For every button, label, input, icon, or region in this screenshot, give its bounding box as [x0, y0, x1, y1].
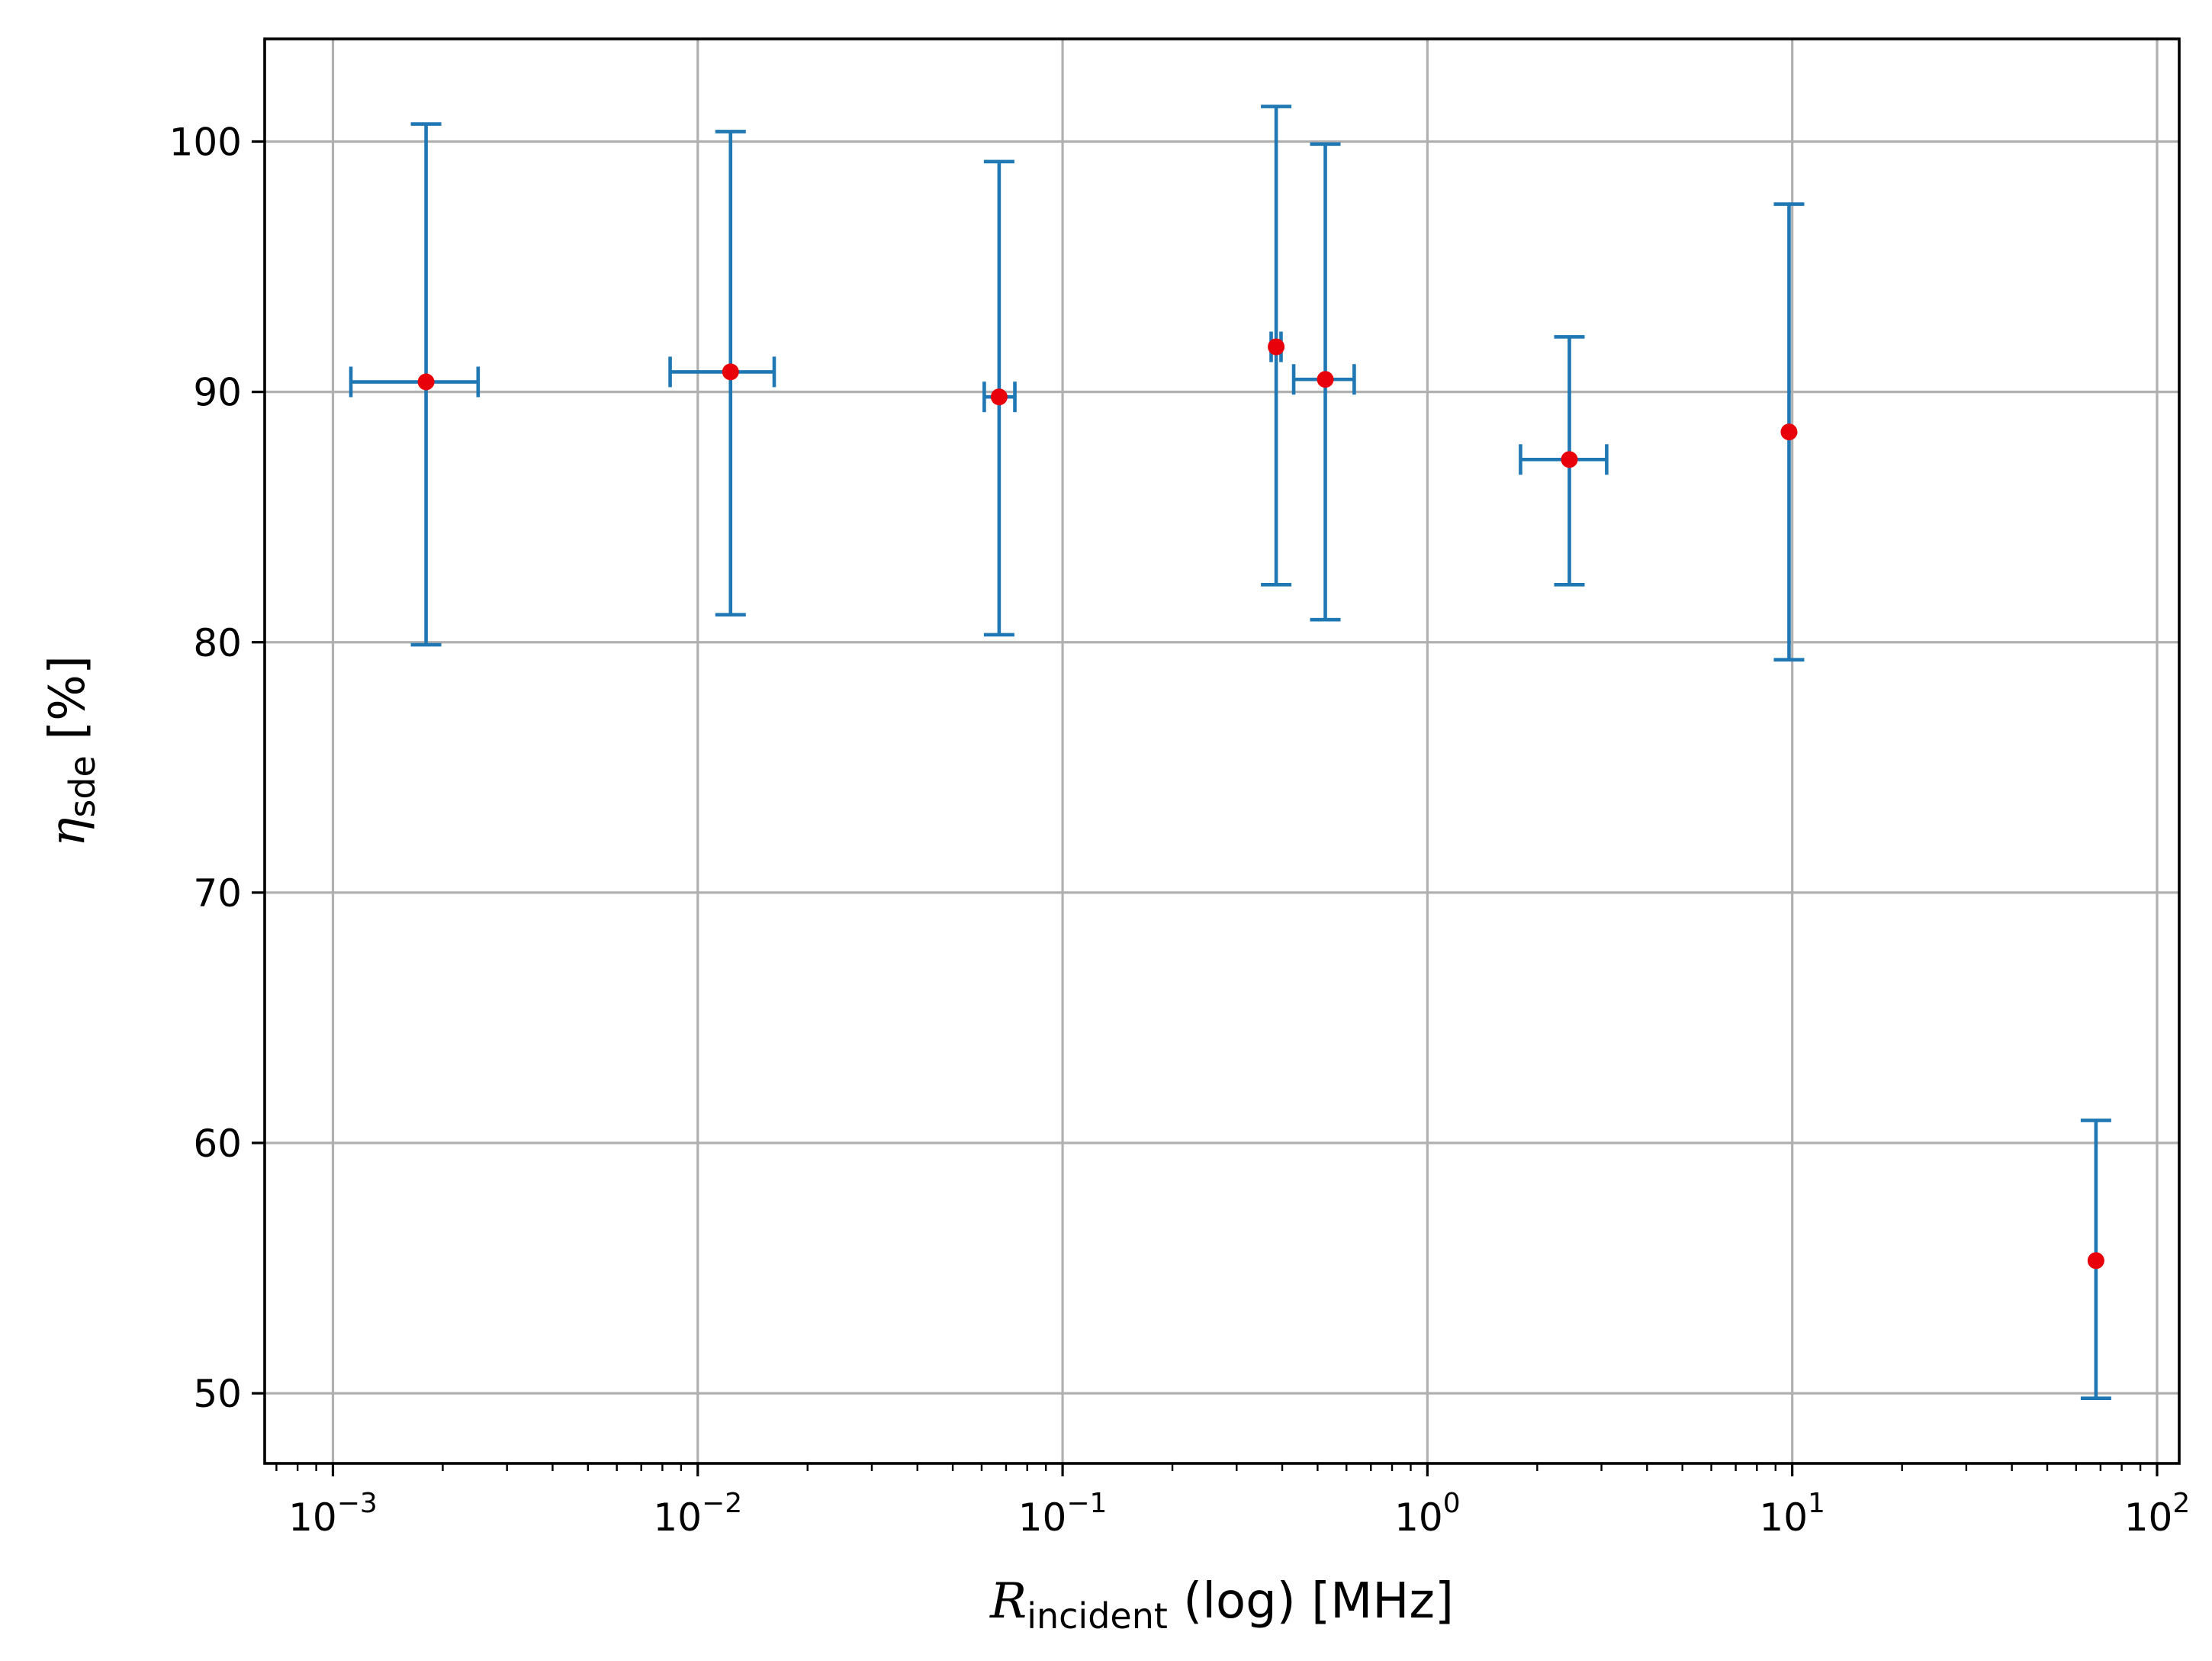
data-point — [2080, 1119, 2111, 1400]
x-tick-label: 101 — [1759, 1488, 1825, 1540]
x-axis-subscript: incident — [1027, 1595, 1168, 1637]
data-point — [1773, 202, 1805, 662]
data-point — [1261, 105, 1292, 587]
data-marker — [1561, 451, 1578, 468]
y-tick-label: 80 — [193, 621, 242, 665]
x-axis-label-rest: (log) [MHz] — [1168, 1573, 1454, 1630]
x-axis-symbol: R — [989, 1573, 1027, 1630]
x-tick-exponent: 1 — [1808, 1488, 1825, 1519]
y-axis-symbol: η — [40, 818, 96, 847]
x-tick-exponent: −1 — [1066, 1488, 1107, 1519]
data-marker — [990, 388, 1008, 406]
x-tick-exponent: −2 — [702, 1488, 742, 1519]
x-tick-label: 10−3 — [288, 1488, 378, 1540]
data-point — [1291, 142, 1356, 622]
data-point — [1519, 335, 1609, 587]
data-point — [982, 159, 1017, 637]
y-axis-label-rest: [%] — [40, 655, 96, 755]
data-marker — [722, 363, 739, 381]
data-point — [668, 130, 776, 616]
grid — [265, 39, 2179, 1463]
x-tick-label: 102 — [2124, 1488, 2191, 1540]
y-tick-label: 70 — [193, 871, 242, 916]
x-tick-base: 10 — [288, 1495, 337, 1540]
data-marker — [2087, 1252, 2104, 1270]
data-series — [349, 105, 2111, 1400]
y-tick-label: 90 — [193, 371, 242, 415]
x-tick-label: 10−1 — [1018, 1488, 1108, 1540]
x-tick-base: 10 — [1759, 1495, 1808, 1540]
data-marker — [1268, 338, 1285, 356]
data-marker — [1780, 423, 1798, 441]
x-tick-base: 10 — [2124, 1495, 2173, 1540]
x-tick-exponent: 0 — [1443, 1488, 1461, 1519]
x-axis-label: Rincident (log) [MHz] — [989, 1573, 1454, 1637]
x-tick-exponent: 2 — [2172, 1488, 2190, 1519]
x-tick-base: 10 — [653, 1495, 702, 1540]
x-tick-base: 10 — [1018, 1495, 1067, 1540]
x-tick-label: 10−2 — [653, 1488, 742, 1540]
plot-frame — [263, 37, 2181, 1465]
x-tick-exponent: −3 — [337, 1488, 378, 1519]
y-tick-label: 100 — [169, 121, 242, 165]
y-axis-subscript: sde — [62, 755, 103, 817]
y-axis-label: ηsde [%] — [40, 655, 103, 847]
x-tick-base: 10 — [1394, 1495, 1443, 1540]
y-tick-label: 50 — [193, 1372, 242, 1416]
data-marker — [1317, 371, 1334, 388]
y-tick-label: 60 — [193, 1122, 242, 1166]
data-marker — [417, 373, 435, 391]
x-tick-label: 100 — [1394, 1488, 1461, 1540]
data-point — [349, 122, 481, 647]
